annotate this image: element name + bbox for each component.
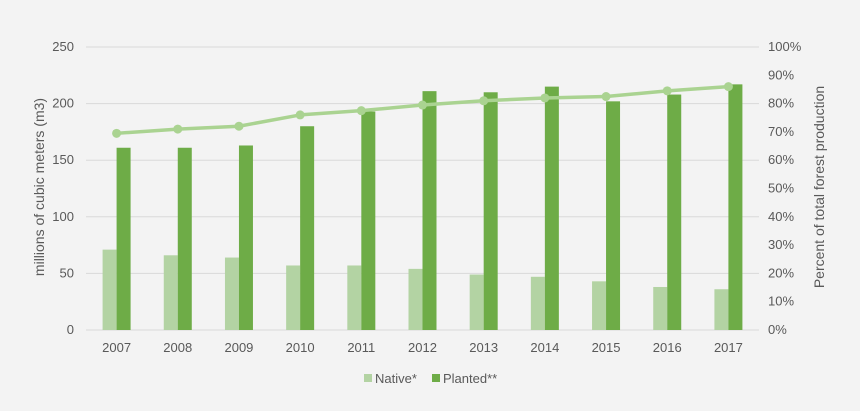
bar-planted (116, 147, 131, 330)
right-tick-label: 40% (768, 209, 794, 224)
percent-line-point (540, 93, 550, 103)
legend-label-native: Native* (375, 371, 417, 386)
left-tick-label: 100 (52, 209, 74, 224)
right-tick-label: 60% (768, 152, 794, 167)
bar-native (163, 255, 178, 330)
bar-native (286, 265, 301, 330)
percent-line (112, 82, 733, 138)
bar-native (469, 274, 484, 330)
bar-native (714, 289, 729, 330)
bar-native (592, 281, 607, 330)
bar-native (530, 276, 545, 330)
bar-planted (483, 92, 498, 330)
right-tick-label: 70% (768, 124, 794, 139)
right-tick-label: 50% (768, 181, 794, 196)
left-tick-label: 250 (52, 39, 74, 54)
bar-planted (422, 91, 437, 330)
bars (102, 84, 743, 331)
right-axis-title: Percent of total forest production (811, 86, 827, 288)
left-tick-label: 50 (60, 265, 74, 280)
legend: Native* Planted** (364, 371, 497, 386)
x-tick-label: 2012 (408, 340, 437, 355)
right-tick-label: 100% (768, 39, 802, 54)
right-tick-label: 30% (768, 237, 794, 252)
legend-swatch-native (364, 374, 372, 382)
bar-planted (606, 101, 621, 330)
bar-native (653, 286, 668, 330)
bar-planted (300, 126, 315, 331)
left-tick-label: 150 (52, 152, 74, 167)
left-tick-label: 0 (67, 322, 74, 337)
legend-label-planted: Planted** (443, 371, 497, 386)
bar-planted (667, 94, 682, 330)
x-tick-label: 2015 (592, 340, 621, 355)
percent-line-point (112, 128, 122, 138)
right-axis-ticks: 0% 10% 20% 30% 40% 50% 60% 70% 80% 90% 100% (768, 39, 802, 337)
right-tick-label: 10% (768, 294, 794, 309)
x-tick-label: 2008 (163, 340, 192, 355)
percent-line-point (601, 92, 611, 102)
x-tick-label: 2017 (714, 340, 743, 355)
percent-line-point (356, 106, 366, 116)
right-tick-label: 80% (768, 96, 794, 111)
percent-line-point (418, 100, 427, 110)
right-tick-label: 90% (768, 67, 794, 82)
bar-planted (177, 147, 192, 330)
x-tick-label: 2007 (102, 340, 131, 355)
bar-native (224, 257, 239, 330)
bar-native (347, 265, 362, 330)
x-tick-label: 2010 (286, 340, 315, 355)
legend-swatch-planted (432, 374, 440, 382)
bar-planted (728, 84, 743, 330)
percent-line-point (295, 110, 305, 120)
x-tick-label: 2009 (224, 340, 253, 355)
percent-line-point (479, 96, 489, 106)
bar-planted (238, 145, 253, 330)
percent-line-point (662, 86, 672, 96)
percent-line-point (173, 124, 183, 134)
bar-planted (544, 86, 559, 331)
percent-line-point (234, 121, 244, 131)
x-axis-ticks: 2007 2008 2009 2010 2011 2012 2013 2014 2015 2016… (102, 340, 743, 355)
x-tick-label: 2013 (469, 340, 498, 355)
right-tick-label: 0% (768, 322, 787, 337)
right-tick-label: 20% (768, 265, 794, 280)
x-tick-label: 2014 (530, 340, 559, 355)
left-axis-title: millions of cubic meters (m3) (31, 98, 47, 276)
x-tick-label: 2011 (347, 340, 375, 355)
bar-native (408, 268, 423, 330)
bar-native (102, 249, 117, 330)
left-axis-ticks: 0 50 100 150 200 250 (52, 39, 74, 337)
bar-planted (361, 111, 376, 330)
percent-line-point (723, 82, 733, 92)
left-tick-label: 200 (52, 96, 74, 111)
x-tick-label: 2016 (653, 340, 682, 355)
